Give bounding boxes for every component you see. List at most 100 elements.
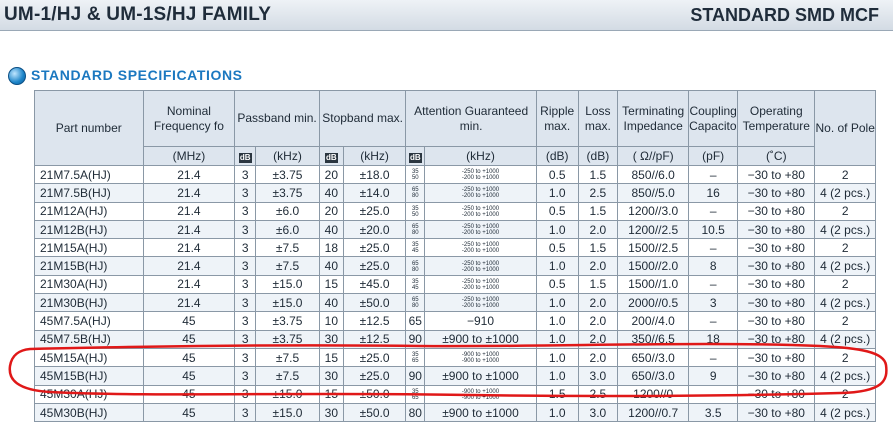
- cell-stopband-khz: ±14.0: [342, 183, 407, 203]
- cell-loss: 3.0: [577, 402, 619, 423]
- header-attention: Attention Guaranteed min.: [405, 90, 537, 147]
- cell-frequency: 45: [142, 366, 236, 386]
- cell-passband-db: 3: [234, 201, 257, 221]
- family-title: UM-1/HJ & UM-1S/HJ FAMILY: [4, 4, 272, 25]
- cell-temperature: −30 to +80: [737, 293, 816, 313]
- header-nominal-frequency: Nominal Frequency fo: [142, 90, 236, 147]
- unit-passband-db: dB: [234, 146, 257, 166]
- cell-attention-db: 35 65: [405, 384, 426, 404]
- cell-loss: 2.5: [577, 183, 619, 203]
- cell-attention-khz: −910: [424, 311, 537, 331]
- cell-frequency: 45: [142, 311, 236, 331]
- cell-stopband-db: 40: [318, 219, 344, 240]
- cell-passband-db: 3: [234, 311, 257, 331]
- spec-table-body: 21M7.5A(HJ) 21.4 3 ±3.75 20 ±18.0 35 50 -250 to …: [34, 164, 876, 423]
- cell-coupling: 9: [688, 366, 739, 386]
- cell-passband-db: 3: [234, 366, 257, 386]
- table-row: 45M30B(HJ) 45 3 ±15.0 30 ±50.0 80 ±900 to ±1000…: [34, 402, 876, 423]
- stacked-value: 35 65: [411, 352, 419, 365]
- cell-loss: 1.5: [577, 274, 619, 295]
- stacked-value: 65 80: [411, 223, 419, 236]
- cell-loss: 2.0: [577, 256, 619, 276]
- cell-stopband-db: 15: [318, 347, 344, 368]
- cell-stopband-db: 10: [318, 311, 344, 331]
- stacked-value: -900 to +1000 -900 to +1000: [461, 388, 500, 401]
- cell-terminating: 350//6.5: [617, 329, 690, 349]
- cell-passband-khz: ±6.0: [255, 219, 320, 240]
- cell-passband-khz: ±3.75: [255, 329, 320, 349]
- stacked-value: -250 to +1000 -200 to +1000: [461, 187, 500, 200]
- header-coupling: Coupling Capacitor: [688, 90, 739, 147]
- cell-frequency: 45: [142, 402, 236, 423]
- cell-attention-db: 65 80: [405, 256, 426, 276]
- cell-loss: 1.5: [577, 164, 619, 185]
- header-stopband: Stopband max.: [318, 90, 407, 147]
- cell-frequency: 45: [142, 347, 236, 368]
- table-row: 45M15B(HJ) 45 3 ±7.5 30 ±25.0 90 ±900 to ±1000 1…: [34, 366, 876, 386]
- cell-temperature: −30 to +80: [737, 329, 816, 349]
- cell-stopband-khz: ±25.0: [342, 201, 407, 221]
- cell-stopband-db: 15: [318, 274, 344, 295]
- unit-passband-khz: (kHz): [255, 146, 320, 166]
- db-unit-label: dB: [408, 152, 422, 163]
- cell-poles: 4 (2 pcs.): [814, 366, 876, 386]
- cell-temperature: −30 to +80: [737, 164, 816, 185]
- cell-terminating: 850//5.0: [617, 183, 690, 203]
- cell-attention-khz: -250 to +1000 -200 to +1000: [424, 256, 537, 276]
- cell-frequency: 21.4: [142, 274, 236, 295]
- stacked-value: 65 80: [411, 297, 419, 310]
- header-ripple: Ripple max.: [535, 90, 579, 147]
- db-unit-label: dB: [324, 152, 338, 163]
- cell-ripple: 1.0: [535, 256, 579, 276]
- stacked-value: 35 45: [411, 242, 419, 255]
- table-row: 45M7.5B(HJ) 45 3 ±3.75 30 ±12.5 90 ±900 to ±100…: [34, 329, 876, 349]
- cell-temperature: −30 to +80: [737, 347, 816, 368]
- cell-stopband-khz: ±25.0: [342, 256, 407, 276]
- cell-attention-khz: -250 to +1000 -200 to +1000: [424, 183, 537, 203]
- cell-attention-khz: ±900 to ±1000: [424, 329, 537, 349]
- cell-loss: 2.5: [577, 384, 619, 404]
- cell-loss: 2.0: [577, 329, 619, 349]
- cell-attention-db: 35 45: [405, 238, 426, 258]
- cell-loss: 2.0: [577, 219, 619, 240]
- cell-terminating: 850//6.0: [617, 164, 690, 185]
- cell-coupling: –: [688, 384, 739, 404]
- cell-stopband-db: 15: [318, 384, 344, 404]
- cell-passband-khz: ±7.5: [255, 238, 320, 258]
- cell-attention-khz: -250 to +1000 -200 to +1000: [424, 238, 537, 258]
- cell-stopband-db: 30: [318, 366, 344, 386]
- cell-stopband-db: 30: [318, 329, 344, 349]
- cell-loss: 1.5: [577, 238, 619, 258]
- cell-terminating: 1200//0: [617, 384, 690, 404]
- cell-temperature: −30 to +80: [737, 201, 816, 221]
- cell-ripple: 1.0: [535, 219, 579, 240]
- cell-part-number: 21M12A(HJ): [34, 201, 144, 221]
- cell-passband-db: 3: [234, 347, 257, 368]
- cell-coupling: –: [688, 238, 739, 258]
- cell-temperature: −30 to +80: [737, 256, 816, 276]
- cell-ripple: 1.5: [535, 384, 579, 404]
- cell-passband-khz: ±3.75: [255, 183, 320, 203]
- cell-part-number: 45M15B(HJ): [34, 366, 144, 386]
- stacked-value: 35 45: [411, 278, 419, 291]
- cell-coupling: 3.5: [688, 402, 739, 423]
- db-unit-label: dB: [238, 152, 252, 163]
- header-terminating: Terminating Impedance: [617, 90, 690, 147]
- cell-passband-db: 3: [234, 293, 257, 313]
- spec-table: Part number Nominal Frequency fo Passban…: [34, 90, 876, 423]
- cell-passband-db: 3: [234, 183, 257, 203]
- cell-stopband-db: 40: [318, 256, 344, 276]
- unit-coupling: (pF): [688, 146, 739, 166]
- table-row: 21M12B(HJ) 21.4 3 ±6.0 40 ±20.0 65 80 -250 to +1…: [34, 219, 876, 240]
- cell-coupling: –: [688, 201, 739, 221]
- cell-stopband-db: 20: [318, 201, 344, 221]
- cell-loss: 1.5: [577, 201, 619, 221]
- section-title: STANDARD SPECIFICATIONS: [31, 67, 243, 83]
- cell-attention-db: 80: [405, 402, 426, 423]
- cell-terminating: 200//4.0: [617, 311, 690, 331]
- cell-attention-db: 35 45: [405, 274, 426, 295]
- cell-attention-khz: -900 to +1000 -900 to +1000: [424, 384, 537, 404]
- cell-ripple: 0.5: [535, 238, 579, 258]
- unit-loss: (dB): [577, 146, 619, 166]
- category-title: STANDARD SMD MCF: [690, 5, 879, 25]
